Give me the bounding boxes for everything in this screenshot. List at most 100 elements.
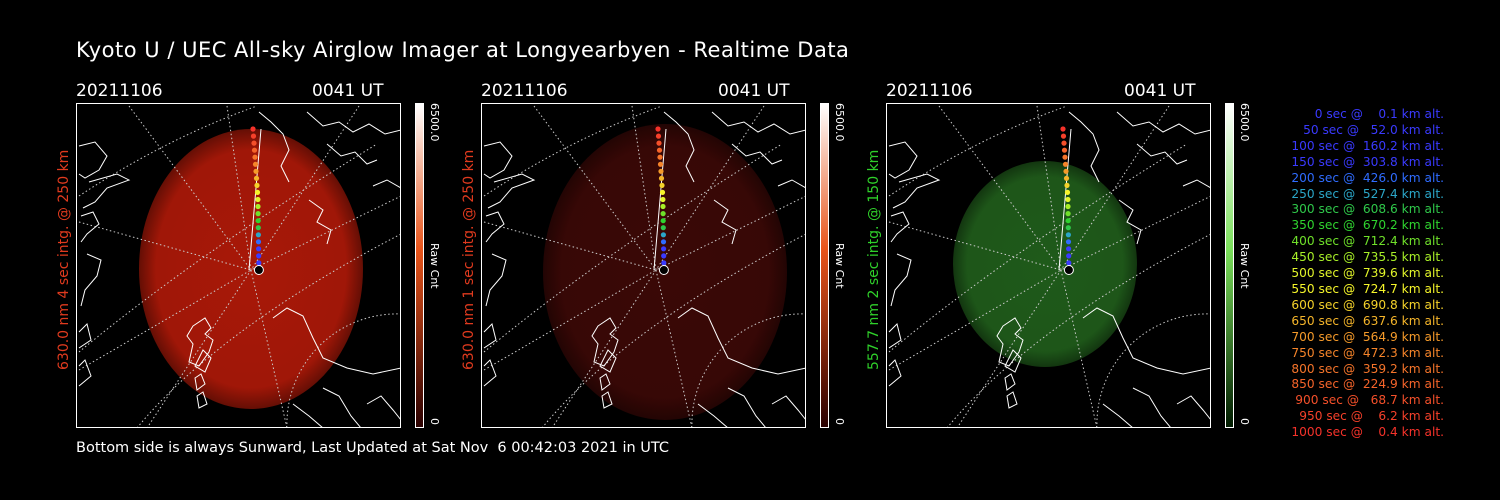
panel-3-ylabel: 557.7 nm 2 sec intg. @ 150 km bbox=[866, 149, 882, 370]
trajectory-point bbox=[660, 225, 666, 231]
trajectory-point bbox=[255, 225, 261, 231]
coastline bbox=[80, 211, 100, 243]
launch-marker bbox=[658, 265, 669, 275]
grid-line bbox=[483, 221, 657, 271]
footer-note: Bottom side is always Sunward, Last Upda… bbox=[76, 440, 670, 456]
panel-3-colorbar-unit: Raw Cnt bbox=[1238, 243, 1251, 289]
legend-entry: 750 sec @ 472.3 km alt. bbox=[1291, 345, 1444, 360]
panel-1-image[interactable] bbox=[76, 103, 401, 428]
coastline bbox=[272, 307, 400, 375]
legend-entry: 650 sec @ 637.6 km alt. bbox=[1291, 313, 1444, 328]
legend-entry: 900 sec @ 68.7 km alt. bbox=[1295, 393, 1444, 408]
panel-3-colorbar-min: 0 bbox=[1238, 418, 1251, 425]
trajectory-point bbox=[251, 140, 257, 146]
coastline bbox=[366, 395, 400, 420]
trajectory-point bbox=[1065, 196, 1071, 203]
trajectory-point bbox=[1061, 140, 1067, 146]
coastline bbox=[258, 111, 290, 183]
trajectory-point bbox=[660, 239, 667, 245]
trajectory-point bbox=[659, 182, 665, 188]
grid-line bbox=[1060, 105, 1170, 271]
coastline bbox=[727, 387, 766, 427]
grid-line bbox=[888, 143, 1188, 353]
legend-entry: 950 sec @ 6.2 km alt. bbox=[1299, 409, 1444, 424]
legend-entry: 850 sec @ 224.9 km alt. bbox=[1291, 377, 1444, 392]
trajectory-point bbox=[656, 140, 662, 146]
coastline bbox=[194, 373, 206, 391]
trajectory-point bbox=[251, 147, 258, 153]
trajectory-point bbox=[1065, 239, 1072, 245]
panel-1-ylabel: 630.0 nm 4 sec intg. @ 250 km bbox=[56, 149, 72, 370]
grid-line bbox=[78, 143, 378, 353]
panel-3-image[interactable] bbox=[886, 103, 1211, 428]
coastline bbox=[601, 391, 613, 409]
coastline bbox=[186, 317, 214, 367]
grid-line bbox=[691, 313, 805, 427]
trajectory-point bbox=[1060, 133, 1067, 139]
trajectory-point bbox=[661, 260, 667, 266]
legend-entry: 0 sec @ 0.1 km alt. bbox=[1314, 107, 1444, 121]
coastline bbox=[996, 317, 1024, 367]
grid-line bbox=[78, 105, 258, 197]
trajectory-point bbox=[660, 211, 666, 217]
trajectory-point bbox=[655, 133, 662, 139]
legend-entry: 250 sec @ 527.4 km alt. bbox=[1291, 186, 1444, 201]
trajectory-point bbox=[1062, 161, 1069, 167]
panel-2-date: 20211106 bbox=[481, 81, 568, 101]
panel-2-time: 0041 UT bbox=[718, 81, 790, 101]
trajectory-point bbox=[1065, 203, 1071, 210]
coastline bbox=[713, 199, 737, 245]
trajectory-point bbox=[255, 218, 261, 224]
legend-entry: 50 sec @ 52.0 km alt. bbox=[1303, 122, 1444, 137]
panel-2-colorbar-unit: Raw Cnt bbox=[833, 243, 846, 289]
coastline bbox=[663, 111, 695, 183]
coastline bbox=[483, 359, 497, 387]
launch-marker bbox=[1063, 265, 1074, 275]
coastline bbox=[485, 211, 505, 243]
legend-entry: 700 sec @ 564.9 km alt. bbox=[1291, 329, 1444, 344]
grid-line bbox=[483, 143, 783, 353]
legend-entry: 450 sec @ 735.5 km alt. bbox=[1291, 250, 1444, 265]
grid-line bbox=[137, 233, 400, 427]
coastline bbox=[80, 253, 102, 307]
trajectory-point bbox=[253, 168, 259, 174]
panel-2-image[interactable] bbox=[481, 103, 806, 428]
grid-line bbox=[1096, 313, 1210, 427]
trajectory-point bbox=[255, 232, 261, 238]
coastline bbox=[78, 323, 92, 349]
coastline bbox=[1082, 307, 1210, 375]
trajectory-point bbox=[250, 133, 257, 139]
grid-line bbox=[250, 269, 288, 427]
airglow-image bbox=[953, 161, 1137, 367]
trajectory-point bbox=[1062, 154, 1068, 160]
trajectory-legend: 0 sec @ 0.1 km alt. 50 sec @ 52.0 km alt… bbox=[1291, 107, 1444, 441]
grid-line bbox=[542, 233, 805, 427]
coastline bbox=[322, 387, 361, 427]
trajectory-point bbox=[1066, 246, 1072, 252]
panel-3-colorbar bbox=[1225, 103, 1234, 428]
sky-image bbox=[78, 105, 400, 427]
coastline bbox=[711, 111, 805, 135]
grid-line bbox=[250, 105, 360, 271]
coastline bbox=[677, 307, 805, 375]
trajectory-point bbox=[1065, 225, 1071, 231]
coastline bbox=[487, 173, 536, 209]
coastline bbox=[483, 323, 497, 349]
coastline bbox=[888, 141, 918, 179]
grid-line bbox=[888, 269, 1062, 371]
coastline bbox=[1116, 111, 1210, 135]
panel-1-colorbar-min: 0 bbox=[428, 418, 441, 425]
coastline bbox=[890, 211, 910, 243]
trajectory-point bbox=[1063, 175, 1070, 181]
coastline bbox=[308, 199, 332, 245]
coastline bbox=[731, 143, 783, 165]
legend-entry: 800 sec @ 359.2 km alt. bbox=[1291, 361, 1444, 376]
panel-2-ylabel: 630.0 nm 1 sec intg. @ 250 km bbox=[461, 149, 477, 370]
panel-2-colorbar bbox=[820, 103, 829, 428]
page-title: Kyoto U / UEC All-sky Airglow Imager at … bbox=[76, 38, 850, 62]
panel-1-time: 0041 UT bbox=[312, 81, 384, 101]
coastline bbox=[697, 403, 728, 427]
trajectory-point bbox=[254, 189, 261, 195]
panel-3-colorbar-max: 6500.0 bbox=[1238, 103, 1251, 142]
trajectory-point bbox=[255, 211, 261, 217]
